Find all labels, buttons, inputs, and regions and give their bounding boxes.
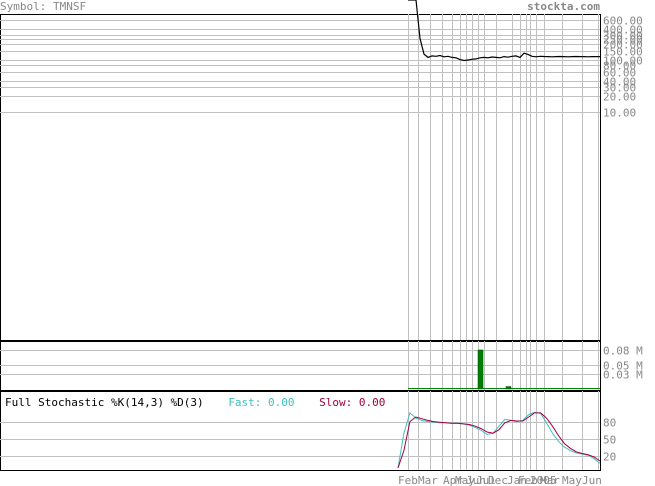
x-tick-label: Feb — [518, 474, 538, 486]
volume-tick-label: 0.05 M — [603, 360, 643, 373]
x-tick-label: Jun — [466, 474, 486, 486]
stochastic-tick-label: 50 — [603, 434, 616, 447]
stochastic-tick-label: 80 — [603, 417, 616, 430]
stochastic-panel-frame — [0, 391, 601, 471]
x-tick-label: Jul — [476, 474, 496, 486]
x-tick-label: Apr — [443, 474, 463, 486]
x-tick-label: May — [562, 474, 582, 486]
price-tick-label: 250.00 — [603, 34, 643, 47]
price-tick-label: 150.00 — [603, 46, 643, 59]
price-tick-label: 10.00 — [603, 107, 636, 120]
symbol-label: Symbol: TMNSF — [0, 0, 87, 13]
x-tick-label: 2005 — [530, 474, 557, 486]
price-tick-label: 20.00 — [603, 91, 636, 104]
price-tick-label: 30.00 — [603, 82, 636, 95]
price-line — [408, 0, 600, 62]
volume-bar — [477, 349, 484, 390]
slow-line — [397, 412, 601, 469]
stochastic-tick-label: 20 — [603, 451, 616, 464]
price-tick-label: 600.00 — [603, 15, 643, 28]
x-tick-label: Jan — [507, 474, 527, 486]
x-tick-label: Mar — [418, 474, 438, 486]
x-tick-label: Mar — [540, 474, 560, 486]
volume-tick-label: 0.03 M — [603, 369, 643, 382]
price-panel-frame — [0, 14, 601, 341]
price-tick-label: 60.00 — [603, 67, 636, 80]
fast-line — [397, 411, 601, 469]
price-tick-label: 400.00 — [603, 24, 643, 37]
price-tick-label: 200.00 — [603, 39, 643, 52]
price-tick-label: 100.00 — [603, 55, 643, 68]
x-tick-label: Feb — [398, 474, 418, 486]
x-tick-label: May — [455, 474, 475, 486]
x-tick-label: Jun — [582, 474, 602, 486]
volume-bar — [505, 386, 512, 390]
volume-baseline — [408, 388, 600, 389]
stochastic-title: Full Stochastic %K(14,3) %D(3) — [5, 396, 204, 409]
price-tick-label: 40.00 — [603, 76, 636, 89]
stochastic-legend: Full Stochastic %K(14,3) %D(3) Fast: 0.0… — [5, 396, 389, 409]
x-tick-label: Dec — [488, 474, 508, 486]
slow-label: Slow: 0.00 — [319, 396, 386, 409]
volume-tick-label: 0.08 M — [603, 345, 643, 358]
price-tick-label: 80.00 — [603, 60, 636, 73]
fast-label: Fast: 0.00 — [228, 396, 295, 409]
site-label[interactable]: stockta.com — [527, 0, 600, 13]
price-tick-label: 300.00 — [603, 30, 643, 43]
